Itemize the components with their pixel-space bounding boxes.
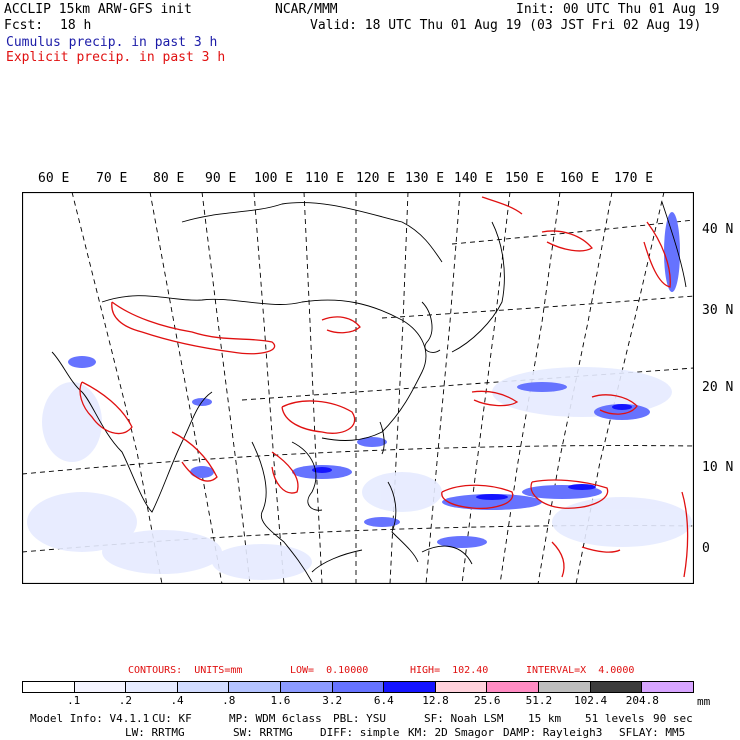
legend-swatch-7 [384, 682, 436, 692]
lat-label-40n: 40 N [702, 222, 734, 237]
legend-tick-label: .2 [118, 694, 132, 707]
cumulus-precip-label: Cumulus precip. in past 3 h [6, 35, 218, 50]
legend-swatch-0 [23, 682, 75, 692]
legend-swatch-2 [126, 682, 178, 692]
legend-swatch-4 [229, 682, 282, 692]
coastlines [51, 201, 687, 583]
precipitation-map [22, 192, 694, 584]
footer-model-info: Model Info: V4.1.1 [30, 712, 150, 725]
legend-swatch-5 [281, 682, 333, 692]
legend-swatch-9 [487, 682, 540, 692]
contours-low: LOW= 0.10000 [290, 665, 369, 676]
light-precip-areas [27, 367, 692, 580]
footer-lw: LW: RRTMG [125, 726, 185, 739]
contours-interval: INTERVAL=X 4.0000 [526, 665, 635, 676]
footer-diff: DIFF: simple [320, 726, 400, 739]
lon-label-160e: 160 E [560, 171, 600, 186]
cumulus-precip-areas [68, 212, 680, 548]
legend-tick-label: .4 [170, 694, 184, 707]
legend-swatch-1 [74, 682, 127, 692]
forecast-hour: 18 h [60, 18, 92, 33]
lon-label-150e: 150 E [505, 171, 545, 186]
lon-label-110e: 110 E [305, 171, 345, 186]
legend-unit: mm [697, 695, 711, 708]
valid-time: Valid: 18 UTC Thu 01 Aug 19 (03 JST Fri … [310, 18, 702, 33]
lon-label-70e: 70 E [96, 171, 128, 186]
legend-swatch-11 [590, 682, 643, 692]
footer-cu: CU: KF [152, 712, 192, 725]
model-title: ACCLIP 15km ARW-GFS init [4, 2, 192, 17]
lat-label-10n: 10 N [702, 460, 734, 475]
lon-label-90e: 90 E [205, 171, 237, 186]
footer-sflay: SFLAY: MM5 [619, 726, 686, 739]
footer-levels: 51 levels [585, 712, 645, 725]
lon-label-100e: 100 E [254, 171, 294, 186]
contours-units: CONTOURS: UNITS=mm [128, 665, 243, 676]
legend-swatch-6 [332, 682, 385, 692]
forecast-label: Fcst: [4, 18, 44, 33]
lon-label-170e: 170 E [614, 171, 654, 186]
footer-sw: SW: RRTMG [233, 726, 293, 739]
legend-swatch-10 [539, 682, 591, 692]
legend-swatch-8 [435, 682, 488, 692]
footer-resolution: 15 km [528, 712, 562, 725]
legend-tick-label: 12.8 [422, 694, 449, 707]
heavy-cumulus-cores [312, 404, 632, 500]
init-time: Init: 00 UTC Thu 01 Aug 19 [516, 2, 720, 17]
lon-label-130e: 130 E [405, 171, 445, 186]
lon-label-60e: 60 E [38, 171, 70, 186]
legend-swatch-3 [177, 682, 230, 692]
lon-label-80e: 80 E [153, 171, 185, 186]
legend-tick-label: 102.4 [574, 694, 608, 707]
legend-tick-label: 25.6 [473, 694, 501, 707]
footer-km: KM: 2D Smagor [408, 726, 495, 739]
legend-tick-label: 1.6 [270, 694, 291, 707]
lat-label-20n: 20 N [702, 380, 734, 395]
legend-swatch-12 [642, 682, 693, 692]
footer-damp: DAMP: Rayleigh3 [503, 726, 603, 739]
footer-mp: MP: WDM 6class [229, 712, 322, 725]
legend-tick-label: .8 [222, 694, 236, 707]
legend-tick-label: .1 [67, 694, 81, 707]
legend-tick-label: 3.2 [322, 694, 343, 707]
legend-tick-label: 51.2 [525, 694, 553, 707]
lat-label-30n: 30 N [702, 303, 734, 318]
legend-tick-label: 204.8 [625, 694, 659, 707]
explicit-precip-label: Explicit precip. in past 3 h [6, 50, 226, 65]
footer-timestep: 90 sec [653, 712, 693, 725]
precip-color-legend [22, 681, 694, 693]
footer-sf: SF: Noah LSM [424, 712, 504, 725]
legend-tick-label: 6.4 [373, 694, 394, 707]
explicit-precip-contours [79, 196, 689, 578]
lon-label-120e: 120 E [356, 171, 396, 186]
lon-label-140e: 140 E [454, 171, 494, 186]
footer-pbl: PBL: YSU [333, 712, 386, 725]
lat-label-0: 0 [702, 541, 710, 556]
center-name: NCAR/MMM [275, 2, 338, 17]
contours-info: CONTOURS: UNITS=mm LOW= 0.10000 HIGH= 10… [128, 666, 634, 716]
contours-high: HIGH= 102.40 [410, 665, 489, 676]
